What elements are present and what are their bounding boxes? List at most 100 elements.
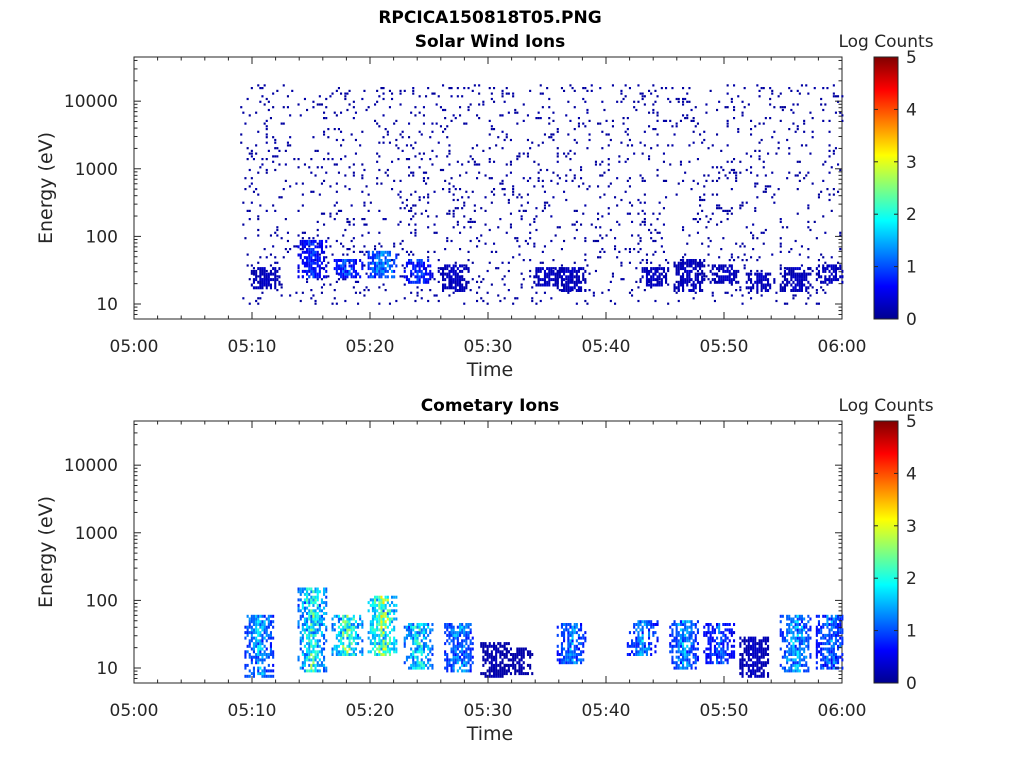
spectrogram-cell [730,628,733,632]
spectrogram-cell [297,209,300,212]
spectrogram-cell [563,623,566,626]
spectrogram-cell [571,289,574,292]
spectrogram-cell [832,149,835,152]
spectrogram-cell [728,171,731,174]
spectrogram-cell [486,653,489,656]
spectrogram-cell [308,663,311,667]
spectrogram-cell [344,259,347,262]
spectrogram-cell [286,144,289,147]
spectrogram-cell [444,248,447,251]
spectrogram-cell [414,633,417,637]
spectrogram-cell [371,617,374,621]
spectrogram-cell [682,286,685,290]
spectrogram-cell [548,267,551,271]
spectrogram-cell [832,188,835,191]
cometary-ions-title: Cometary Ions [420,396,560,416]
spectrogram-cell [306,628,309,632]
spectrogram-cell [437,269,440,273]
spectrogram-cell [431,666,434,670]
spectrogram-cell [660,283,663,287]
spectrogram-cell [554,272,557,276]
spectrogram-cell [461,269,464,273]
spectrogram-cell [560,647,563,651]
spectrogram-cell [325,590,328,594]
spectrogram-cell [563,631,566,635]
spectrogram-cell [456,207,459,210]
spectrogram-cell [573,223,576,226]
spectrogram-cell [456,658,459,662]
spectrogram-cell [546,283,549,287]
spectrogram-cell [467,655,470,659]
spectrogram-cell [346,272,349,276]
spectrogram-cell [340,636,343,640]
spectrogram-cell [573,628,576,632]
spectrogram-cell [696,264,699,268]
spectrogram-cell [374,272,377,276]
spectrogram-cell [303,606,306,610]
spectrogram-cell [779,289,782,292]
spectrogram-cell [739,658,742,662]
spectrogram-cell [828,264,831,268]
spectrogram-cell [798,653,801,656]
spectrogram-cell [448,280,451,284]
spectrogram-cell [255,658,258,662]
spectrogram-cell [682,666,685,670]
spectrogram-cell [371,598,374,602]
spectrogram-cell [792,658,795,662]
spectrogram-cell [518,661,521,665]
spectrogram-cell [337,87,340,90]
spectrogram-cell [637,212,640,215]
spectrogram-cell [550,267,553,271]
spectrogram-cell [342,253,345,256]
spectrogram-cell [259,278,262,282]
spectrogram-cell [382,87,385,90]
spectrogram-cell [800,272,803,276]
spectrogram-cell [703,625,706,629]
spectrogram-cell [688,278,691,282]
spectrogram-cell [550,239,553,243]
spectrogram-cell [257,84,260,87]
spectrogram-cell [716,207,719,210]
spectrogram-cell [388,612,391,615]
spectrogram-cell [594,226,597,229]
spectrogram-cell [639,636,642,640]
spectrogram-cell [609,228,612,232]
spectrogram-cell [699,259,702,262]
spectrogram-cell [348,223,351,226]
spectrogram-cell [807,272,810,276]
spectrogram-cell [395,264,398,268]
spectrogram-cell [263,672,266,676]
spectrogram-cell [412,267,415,271]
spectrogram-cell [601,174,604,177]
spectrogram-cell [344,95,347,98]
spectrogram-cell [410,291,413,294]
spectrogram-cell [605,119,608,122]
spectrogram-cell [425,644,428,648]
spectrogram-cell [448,625,451,629]
spectrogram-cell [552,133,555,136]
spectrogram-cell [628,87,631,90]
spectrogram-cell [361,639,364,643]
spectrogram-cell [703,650,706,654]
spectrogram-cell [709,89,712,92]
spectrogram-cell [308,601,311,605]
spectrogram-cell [747,663,750,667]
spectrogram-cell [391,628,394,632]
spectrogram-cell [752,642,755,646]
spectrogram-cell [726,658,729,662]
spectrogram-cell [798,280,801,284]
spectrogram-cell [694,658,697,662]
spectrogram-cell [577,269,580,273]
spectrogram-cell [342,653,345,656]
spectrogram-cell [584,87,587,90]
spectrogram-cell [327,152,330,155]
spectrogram-cell [314,620,317,624]
spectrogram-cell [386,601,389,605]
spectrogram-cell [431,647,434,651]
spectrogram-cell [306,647,309,651]
spectrogram-cell [624,95,627,98]
spectrogram-cell [497,136,500,139]
spectrogram-cell [756,647,759,651]
spectrogram-cell [252,636,255,640]
spectrogram-cell [539,299,542,303]
